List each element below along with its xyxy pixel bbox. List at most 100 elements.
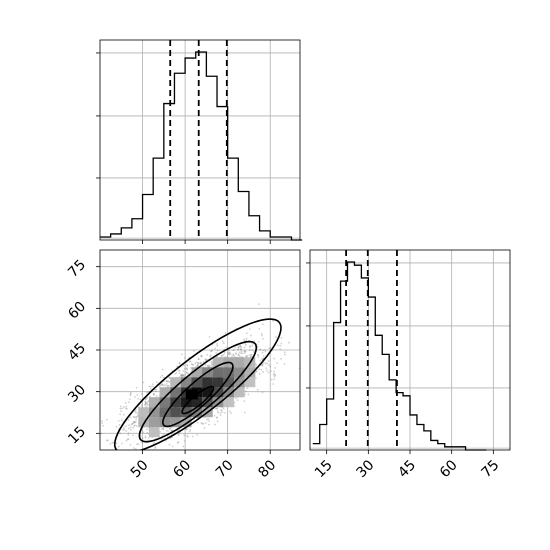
scatter-point <box>189 375 192 378</box>
scatter-point <box>265 367 268 370</box>
scatter-point <box>182 364 185 367</box>
density-cell <box>244 377 256 388</box>
scatter-point <box>258 372 261 375</box>
scatter-point <box>149 385 152 388</box>
scatter-point <box>288 341 290 344</box>
scatter-point <box>260 333 263 335</box>
scatter-point <box>227 352 229 355</box>
scatter-point <box>199 362 202 364</box>
scatter-point <box>185 371 188 374</box>
scatter-point <box>243 400 246 403</box>
scatter-point <box>129 443 132 446</box>
scatter-point <box>199 362 202 365</box>
density-cell <box>191 377 203 388</box>
scatter-point <box>225 346 228 349</box>
density-cell <box>223 397 235 408</box>
scatter-point <box>178 372 181 375</box>
scatter-point <box>233 401 236 404</box>
scatter-point <box>208 420 210 422</box>
scatter-point <box>247 393 250 396</box>
scatter-point <box>144 403 147 406</box>
scatter-point <box>235 352 237 355</box>
scatter-point <box>279 348 282 351</box>
scatter-point <box>141 441 144 444</box>
scatter-point <box>176 442 179 444</box>
scatter-point <box>178 434 180 437</box>
scatter-point <box>208 335 211 338</box>
scatter-point <box>167 384 170 387</box>
scatter-point <box>121 442 123 445</box>
scatter-point <box>162 433 165 436</box>
scatter-point <box>237 354 240 357</box>
scatter-point <box>180 375 183 378</box>
scatter-point <box>283 351 286 354</box>
density-cell <box>191 407 203 418</box>
scatter-point <box>187 435 189 438</box>
scatter-point <box>214 407 217 410</box>
scatter-point <box>237 346 240 349</box>
scatter-point <box>190 363 193 365</box>
scatter-point <box>168 381 171 384</box>
scatter-point <box>165 429 168 432</box>
scatter-point <box>184 367 186 370</box>
scatter-point <box>229 410 231 413</box>
scatter-point <box>244 350 247 353</box>
scatter-point <box>239 345 241 348</box>
scatter-point <box>130 391 132 394</box>
scatter-point <box>210 362 213 364</box>
scatter-point <box>122 406 125 408</box>
scatter-point <box>257 356 260 358</box>
scatter-point <box>211 361 214 363</box>
scatter-point <box>166 380 169 383</box>
scatter-point <box>267 371 270 374</box>
scatter-point <box>144 404 147 407</box>
scatter-point <box>118 423 121 426</box>
histogram-panel-1 <box>96 39 303 244</box>
scatter-point <box>261 358 264 360</box>
scatter-point <box>242 352 244 355</box>
scatter-point <box>229 352 232 355</box>
scatter-point <box>223 352 226 354</box>
scatter-point <box>140 405 143 407</box>
scatter-point <box>219 411 222 414</box>
scatter-point <box>238 355 241 358</box>
scatter-point <box>262 337 264 340</box>
scatter-point <box>272 320 274 322</box>
density-cell <box>202 387 213 398</box>
scatter-point <box>273 378 276 381</box>
scatter-point <box>161 368 164 371</box>
scatter-point <box>190 367 192 369</box>
scatter-point <box>224 332 227 334</box>
scatter-point <box>245 344 247 347</box>
scatter-point <box>181 375 184 377</box>
scatter-point <box>220 409 223 412</box>
scatter-point <box>202 422 205 425</box>
density-cell <box>159 397 171 408</box>
scatter-point <box>141 441 144 444</box>
scatter-point <box>267 360 270 362</box>
scatter-point <box>106 439 109 442</box>
scatter-point <box>245 339 248 342</box>
scatter-point <box>125 405 128 408</box>
scatter-point <box>186 364 189 366</box>
scatter-point <box>235 397 237 400</box>
scatter-point <box>153 393 155 396</box>
scatter-point <box>272 383 275 385</box>
scatter-point <box>248 349 251 352</box>
axes-frame <box>99 39 301 241</box>
scatter-point <box>136 414 139 417</box>
scatter-point <box>100 432 103 435</box>
scatter-point <box>232 349 235 352</box>
scatter-point <box>192 363 195 366</box>
density-cell <box>234 377 245 388</box>
scatter-point <box>119 432 122 435</box>
scatter-point <box>135 386 138 389</box>
scatter-point <box>197 362 199 365</box>
scatter-point <box>237 346 240 348</box>
scatter-point <box>175 371 178 374</box>
scatter-point <box>202 361 205 363</box>
density-cell <box>223 387 235 398</box>
scatter-point <box>186 372 189 375</box>
scatter-point <box>185 371 188 374</box>
